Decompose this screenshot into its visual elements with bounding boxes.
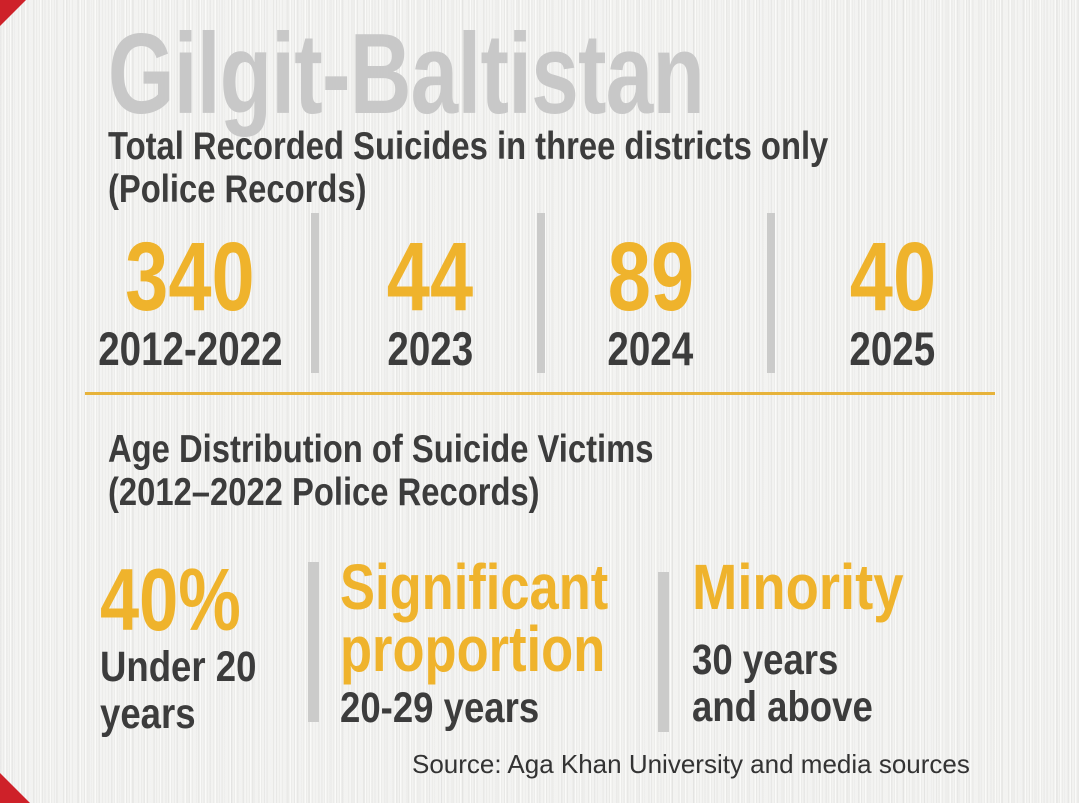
age-divider-2 (658, 572, 669, 732)
stats-divider-2 (537, 213, 545, 373)
age-stat-under-20: 40% Under 20 years (100, 556, 330, 739)
stat-2025: 40 2025 (780, 228, 1005, 372)
age-stat-30-above: Minority 30 years and above (692, 551, 952, 732)
stat-period: 2025 (849, 322, 936, 375)
age-heading: Age Distribution of Suicide Victims (201… (108, 428, 757, 515)
stat-value: 40 (849, 222, 936, 331)
section-divider-rule (85, 392, 995, 395)
stat-2012-2022: 340 2012-2022 (70, 228, 310, 372)
stat-2023: 44 2023 (325, 228, 535, 372)
page-title: Gilgit-Baltistan (108, 18, 903, 132)
stat-value: 89 (607, 222, 694, 331)
age-stat-label: 30 years and above (692, 636, 873, 732)
totals-heading-line2: (Police Records) (108, 167, 367, 211)
stat-value: 340 (125, 222, 255, 331)
age-heading-line1: Age Distribution of Suicide Victims (108, 428, 654, 471)
age-heading-line2: (2012–2022 Police Records) (108, 470, 540, 514)
corner-accent-top-left-icon (0, 0, 26, 26)
totals-heading: Total Recorded Suicides in three distric… (108, 125, 965, 212)
age-divider-1 (308, 562, 319, 722)
age-stat-20-29: Significant proportion 20-29 years (340, 551, 660, 733)
totals-heading-line1: Total Recorded Suicides in three distric… (108, 125, 829, 168)
stat-2024: 89 2024 (548, 228, 753, 372)
age-stat-label: 20-29 years (340, 684, 540, 733)
age-stat-label: Under 20 years (100, 643, 257, 739)
stat-period: 2012-2022 (97, 322, 283, 375)
age-stat-value: Significant proportion (340, 551, 609, 686)
stat-period: 2023 (387, 322, 473, 375)
corner-accent-bottom-left-icon (0, 773, 30, 803)
stat-period: 2024 (607, 322, 694, 375)
age-stat-value: 40% (100, 550, 241, 649)
stat-value: 44 (386, 222, 474, 331)
stats-divider-3 (767, 213, 775, 373)
age-stat-value: Minority (692, 551, 904, 623)
source-note: Source: Aga Khan University and media so… (412, 749, 970, 779)
page-title-text: Gilgit-Baltistan (108, 11, 705, 138)
stats-divider-1 (311, 213, 319, 373)
